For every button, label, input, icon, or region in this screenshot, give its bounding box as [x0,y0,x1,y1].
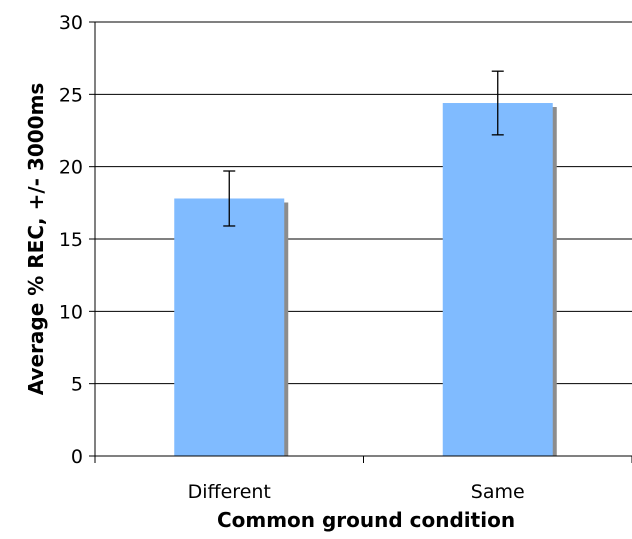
y-tick-label: 5 [71,374,83,396]
tick-labels: 0 5 10 15 20 25 30 Different Same [59,12,525,503]
bars [174,70,557,456]
x-axis-title: Common ground condition [217,508,515,532]
x-tick-label: Same [471,481,525,503]
y-tick-label: 10 [59,301,83,323]
axes [89,21,632,463]
y-tick-label: 30 [59,12,83,34]
y-tick-label: 25 [59,84,83,106]
y-tick-label: 0 [71,446,83,468]
y-tick-label: 20 [59,157,83,179]
y-tick-label: 15 [59,229,83,251]
bar-different [174,198,285,456]
x-tick-label: Different [188,481,271,503]
bar-same [442,103,553,456]
y-axis-title: Average % REC, +/- 3000ms [24,83,48,396]
